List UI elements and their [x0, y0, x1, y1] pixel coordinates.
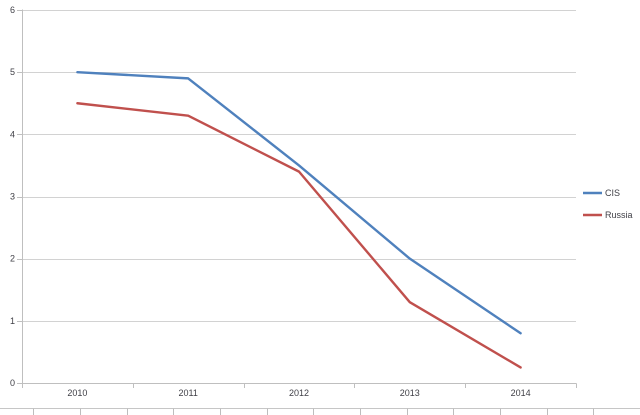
x-axis-label-2011: 2011	[179, 388, 198, 398]
y-axis-label-5: 5	[10, 67, 15, 77]
y-axis-label-3: 3	[10, 192, 15, 202]
y-axis-label-2: 2	[10, 254, 15, 264]
y-axis-label-6: 6	[10, 5, 15, 15]
y-axis-label-1: 1	[10, 316, 15, 326]
series-line-cis	[76, 70, 522, 335]
series-line-russia	[76, 102, 522, 369]
y-axis-label-4: 4	[10, 129, 15, 139]
x-axis-label-2013: 2013	[400, 388, 420, 398]
x-axis-label-2012: 2012	[289, 388, 309, 398]
x-axis-label-2014: 2014	[511, 388, 531, 398]
y-axis-label-0: 0	[10, 378, 15, 388]
legend-label-cis: CIS	[605, 188, 620, 198]
legend-label-russia: Russia	[605, 210, 633, 220]
x-axis-label-2010: 2010	[67, 388, 87, 398]
